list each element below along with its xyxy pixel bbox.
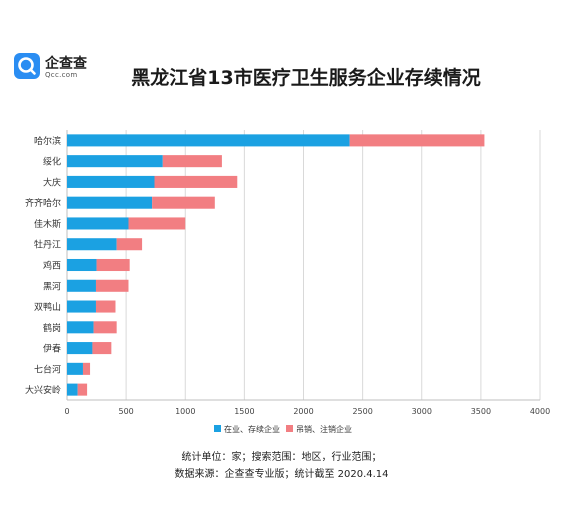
legend-swatch-closed <box>286 425 293 432</box>
x-tick-label: 3000 <box>412 407 432 416</box>
category-label: 绥化 <box>43 156 61 168</box>
chart-notes: 统计单位：家；搜索范围：地区，行业范围； 数据来源：企查查专业版；统计截至 20… <box>0 449 563 483</box>
bar-closed-segment <box>96 258 130 272</box>
legend-swatch-active <box>214 425 221 432</box>
note-units-scope: 统计单位：家；搜索范围：地区，行业范围； <box>181 452 382 463</box>
bar-active-segment <box>67 342 93 355</box>
legend-label-active: 在业、存续企业 <box>224 424 280 434</box>
legend-label-closed: 吊销、注销企业 <box>296 424 352 434</box>
x-tick-label: 3500 <box>471 407 491 416</box>
bar-closed-segment <box>77 383 88 396</box>
category-label: 七台河 <box>34 363 61 375</box>
x-tick-label: 2500 <box>352 407 372 416</box>
bar-closed-segment <box>154 175 238 188</box>
bar-active-segment <box>67 300 96 313</box>
bar-active-segment <box>67 196 153 209</box>
x-tick-label: 4000 <box>530 407 550 416</box>
bar-closed-segment <box>95 300 116 313</box>
qcc-logo-icon <box>14 53 40 79</box>
bar-active-segment <box>67 217 129 230</box>
bar-active-segment <box>67 238 117 251</box>
category-label: 双鸭山 <box>34 301 61 313</box>
bar-closed-segment <box>152 196 215 209</box>
bar-closed-segment <box>82 362 91 375</box>
bar-active-segment <box>67 134 350 147</box>
bar-closed-segment <box>128 217 186 230</box>
bar-closed-segment <box>162 155 222 168</box>
category-label: 大庆 <box>43 176 61 188</box>
bar-active-segment <box>67 155 163 168</box>
bar-closed-segment <box>93 321 117 334</box>
x-tick-label: 2000 <box>293 407 313 416</box>
x-tick-label: 0 <box>64 407 69 416</box>
logo-domain: Qcc.com <box>45 71 78 79</box>
category-label: 哈尔滨 <box>34 135 61 147</box>
bar-closed-segment <box>349 134 485 147</box>
x-tick-label: 1000 <box>175 407 195 416</box>
bar-closed-segment <box>116 238 143 251</box>
bar-active-segment <box>67 279 96 292</box>
category-label: 鹤岗 <box>43 322 61 334</box>
category-label: 佳木斯 <box>34 218 61 230</box>
category-label: 齐齐哈尔 <box>25 197 61 209</box>
chart-title: 黑龙江省13市医疗卫生服务企业存续情况 <box>131 67 481 89</box>
bar-closed-segment <box>92 342 112 355</box>
category-label: 牡丹江 <box>34 239 61 251</box>
logo-brand-name: 企查查 <box>45 56 87 72</box>
bar-active-segment <box>67 362 83 375</box>
x-tick-label: 1500 <box>234 407 254 416</box>
bar-active-segment <box>67 383 78 396</box>
bar-closed-segment <box>95 279 129 292</box>
note-source-date: 数据来源：企查查专业版；统计截至 2020.4.14 <box>174 469 389 480</box>
qcc-logo: 企查查 Qcc.com <box>14 53 96 85</box>
category-label: 大兴安岭 <box>25 384 61 396</box>
category-label: 鸡西 <box>43 260 61 272</box>
category-label: 黑河 <box>43 280 61 292</box>
bar-active-segment <box>67 321 94 334</box>
x-tick-label: 500 <box>118 407 133 416</box>
category-label: 伊春 <box>43 343 61 355</box>
bar-active-segment <box>67 175 155 188</box>
bar-active-segment <box>67 258 97 272</box>
